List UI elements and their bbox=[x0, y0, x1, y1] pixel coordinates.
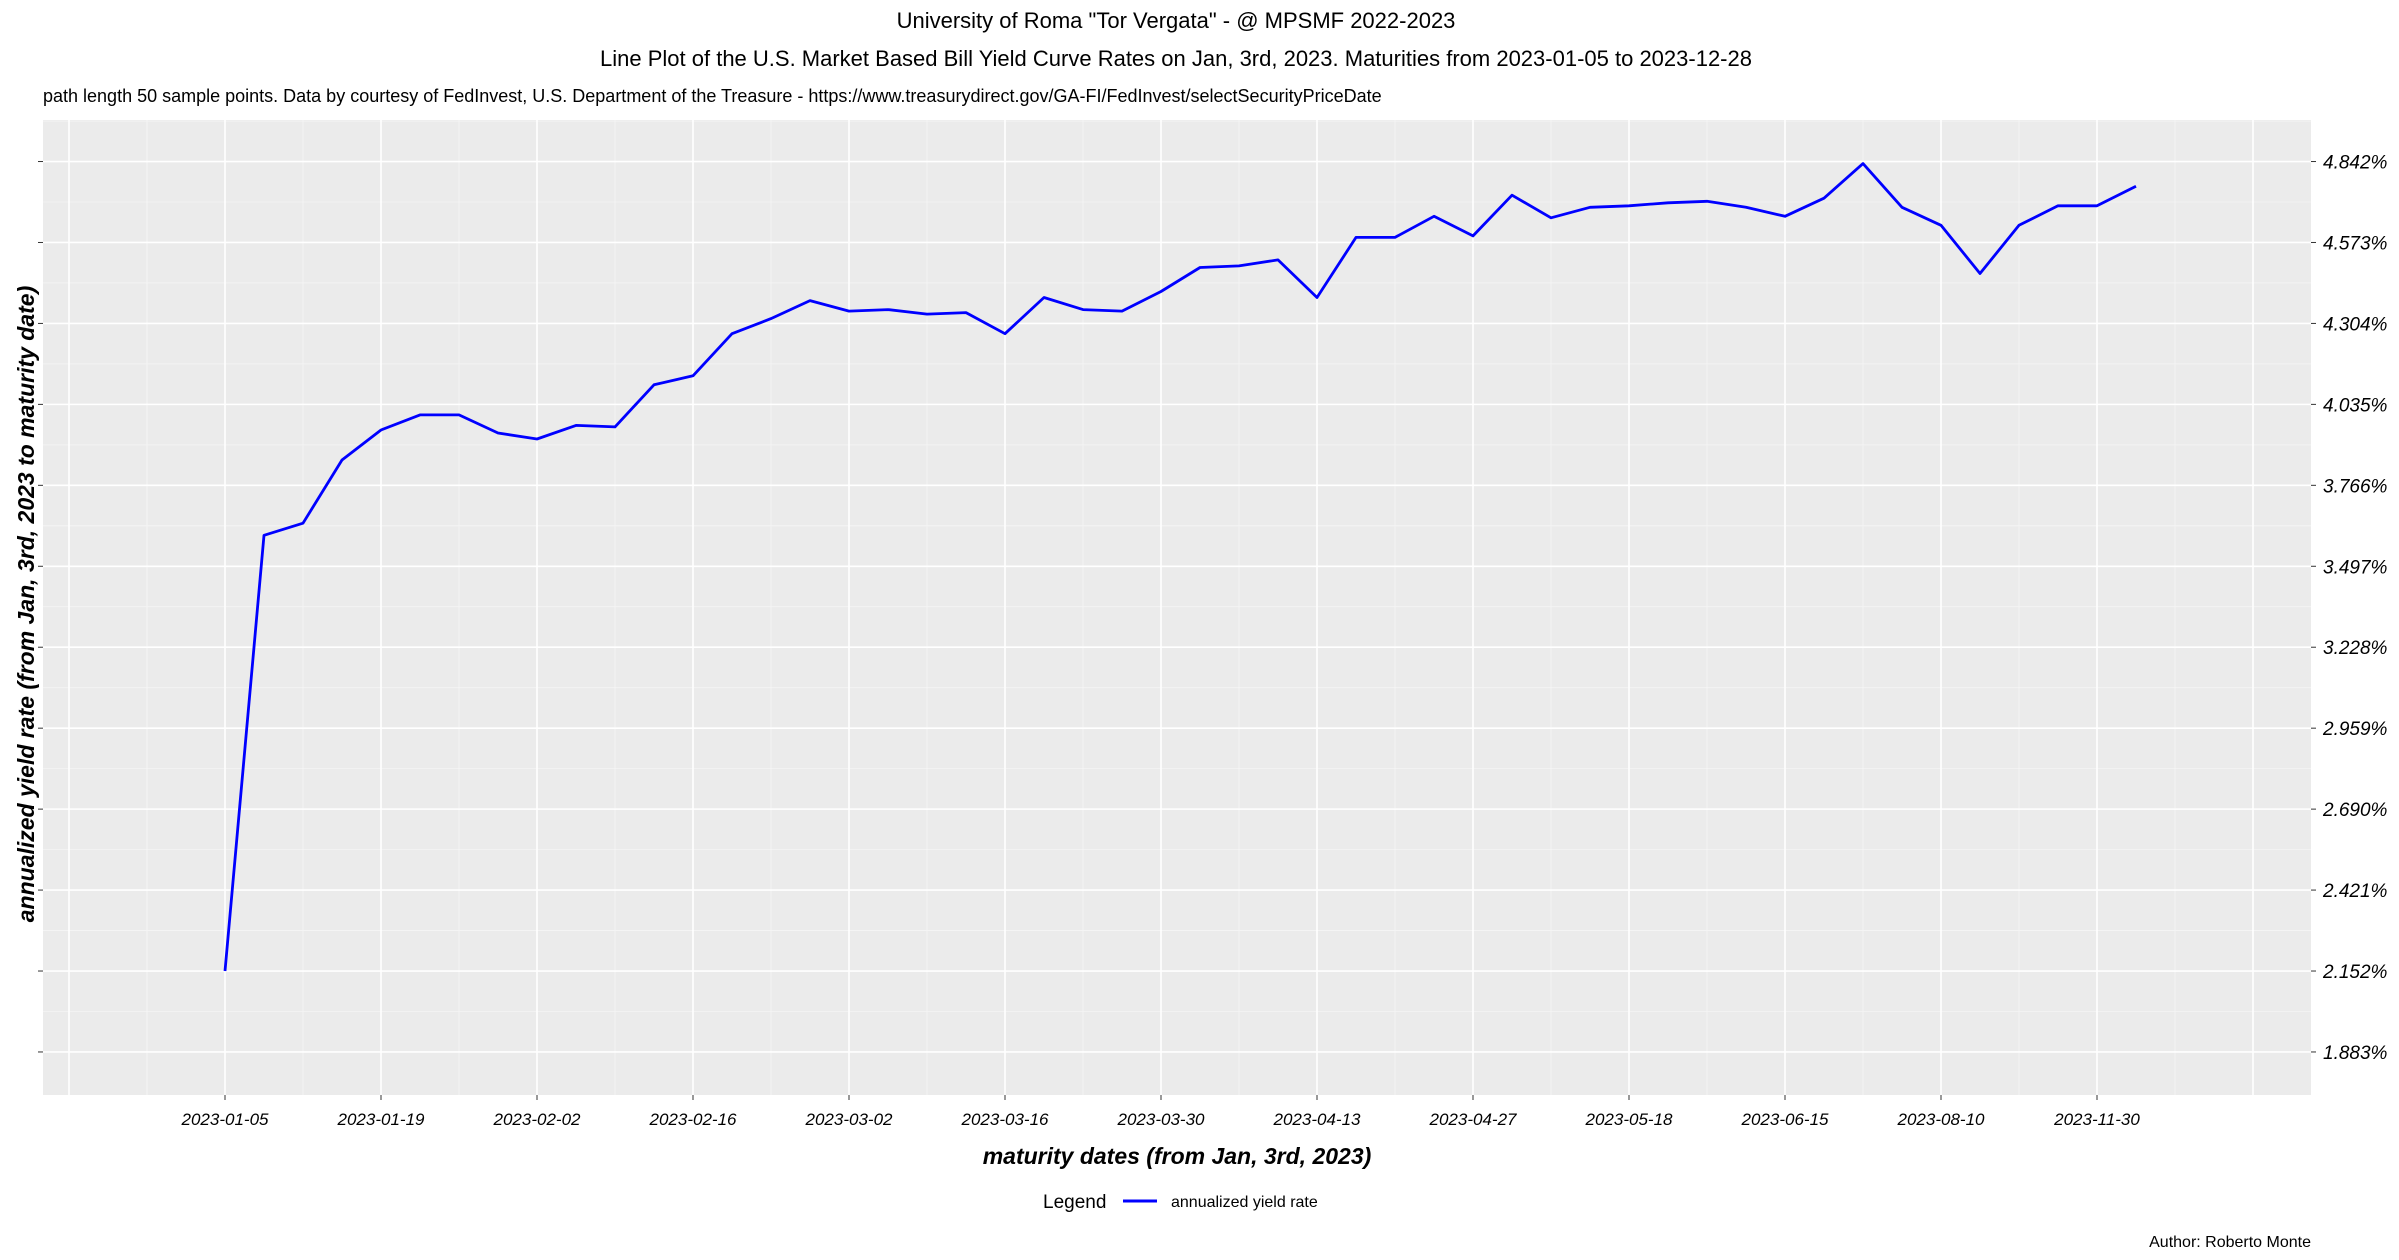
y-axis-title: annualized yield rate (from Jan, 3rd, 20… bbox=[13, 286, 39, 923]
data-point bbox=[379, 428, 383, 432]
data-point bbox=[1393, 235, 1397, 239]
data-point bbox=[2134, 184, 2138, 188]
data-point bbox=[1237, 264, 1241, 268]
data-point bbox=[1081, 308, 1085, 312]
series-group bbox=[223, 162, 2138, 973]
data-point bbox=[1432, 214, 1436, 218]
series-line bbox=[223, 162, 2137, 972]
y-tick-label: 2.152% bbox=[2322, 962, 2388, 983]
y-tick-label: 2.421% bbox=[2322, 881, 2388, 902]
data-point bbox=[769, 317, 773, 321]
data-point bbox=[1471, 234, 1475, 238]
data-point bbox=[925, 312, 929, 316]
data-point bbox=[1003, 332, 1007, 336]
legend-label: annualized yield rate bbox=[1171, 1194, 1318, 1211]
data-point bbox=[574, 423, 578, 427]
y-axis: 1.883% 2.152% 2.421% 2.690% 2.959% 3.228% 3.49… bbox=[38, 153, 2388, 1064]
x-tick-label: 2023-03-16 bbox=[961, 1110, 1050, 1129]
y-tick-label: 4.304% bbox=[2323, 314, 2388, 335]
data-point bbox=[652, 383, 656, 387]
chart-subtitle: Line Plot of the U.S. Market Based Bill … bbox=[600, 46, 1752, 71]
data-point bbox=[1666, 201, 1670, 205]
grid-major bbox=[43, 120, 2311, 1095]
data-point bbox=[535, 437, 539, 441]
data-point bbox=[964, 311, 968, 315]
data-point bbox=[1276, 258, 1280, 262]
x-axis-title: maturity dates (from Jan, 3rd, 2023) bbox=[983, 1143, 1372, 1169]
data-point bbox=[613, 425, 617, 429]
legend-title: Legend bbox=[1043, 1192, 1106, 1213]
y-tick-label: 2.690% bbox=[2322, 800, 2388, 821]
x-tick-label: 2023-01-19 bbox=[337, 1110, 426, 1129]
y-tick-label: 3.766% bbox=[2323, 476, 2388, 497]
author-caption: Author: Roberto Monte bbox=[2149, 1234, 2311, 1251]
x-tick-label: 2023-01-05 bbox=[181, 1110, 270, 1129]
data-point bbox=[1900, 205, 1904, 209]
y-tick-label: 3.228% bbox=[2323, 638, 2388, 659]
data-point bbox=[1627, 204, 1631, 208]
data-point bbox=[2017, 223, 2021, 227]
data-point bbox=[1549, 216, 1553, 220]
data-point bbox=[457, 413, 461, 417]
data-point bbox=[301, 521, 305, 525]
data-point bbox=[2056, 204, 2060, 208]
data-point bbox=[1783, 214, 1787, 218]
data-point bbox=[418, 413, 422, 417]
x-tick-label: 2023-02-02 bbox=[493, 1110, 582, 1129]
y-tick-label: 3.497% bbox=[2323, 557, 2388, 578]
data-point bbox=[1939, 223, 1943, 227]
data-point bbox=[847, 309, 851, 313]
data-point bbox=[223, 969, 227, 973]
x-tick-label: 2023-05-18 bbox=[1585, 1110, 1674, 1129]
x-tick-label: 2023-04-13 bbox=[1273, 1110, 1362, 1129]
y-tick-label: 4.035% bbox=[2323, 395, 2388, 416]
data-point bbox=[1588, 205, 1592, 209]
data-point bbox=[1159, 290, 1163, 294]
data-point bbox=[886, 308, 890, 312]
data-point bbox=[1861, 162, 1865, 166]
data-point bbox=[262, 533, 266, 537]
plot-panel bbox=[43, 120, 2311, 1095]
x-tick-label: 2023-03-02 bbox=[805, 1110, 894, 1129]
data-point bbox=[1120, 309, 1124, 313]
x-tick-label: 2023-08-10 bbox=[1897, 1110, 1986, 1129]
data-point bbox=[1744, 205, 1748, 209]
chart-title: University of Roma "Tor Vergata" - @ MPS… bbox=[897, 8, 1456, 33]
data-point bbox=[1042, 296, 1046, 300]
y-tick-label: 2.959% bbox=[2322, 719, 2388, 740]
x-tick-label: 2023-03-30 bbox=[1117, 1110, 1206, 1129]
data-point bbox=[730, 332, 734, 336]
legend: Legend annualized yield rate bbox=[1043, 1192, 1318, 1213]
x-tick-label: 2023-06-15 bbox=[1741, 1110, 1830, 1129]
y-tick-label: 4.842% bbox=[2323, 153, 2388, 174]
x-axis: 2023-01-05 2023-01-19 2023-02-02 2023-02-16… bbox=[181, 1095, 2140, 1129]
y-tick-label: 4.573% bbox=[2323, 233, 2388, 254]
x-tick-label: 2023-04-27 bbox=[1429, 1110, 1518, 1129]
data-point bbox=[1705, 199, 1709, 203]
data-point bbox=[1978, 271, 1982, 275]
data-point bbox=[1354, 235, 1358, 239]
y-tick-label: 1.883% bbox=[2323, 1043, 2388, 1064]
data-point bbox=[340, 458, 344, 462]
data-point bbox=[1510, 193, 1514, 197]
data-point bbox=[808, 299, 812, 303]
x-tick-label: 2023-02-16 bbox=[649, 1110, 738, 1129]
data-point bbox=[1198, 265, 1202, 269]
data-point bbox=[691, 374, 695, 378]
data-point bbox=[2095, 204, 2099, 208]
data-point bbox=[496, 431, 500, 435]
data-point bbox=[1315, 296, 1319, 300]
data-point bbox=[1822, 196, 1826, 200]
chart-caption: path length 50 sample points. Data by co… bbox=[43, 86, 1382, 106]
x-tick-label: 2023-11-30 bbox=[2053, 1110, 2140, 1129]
